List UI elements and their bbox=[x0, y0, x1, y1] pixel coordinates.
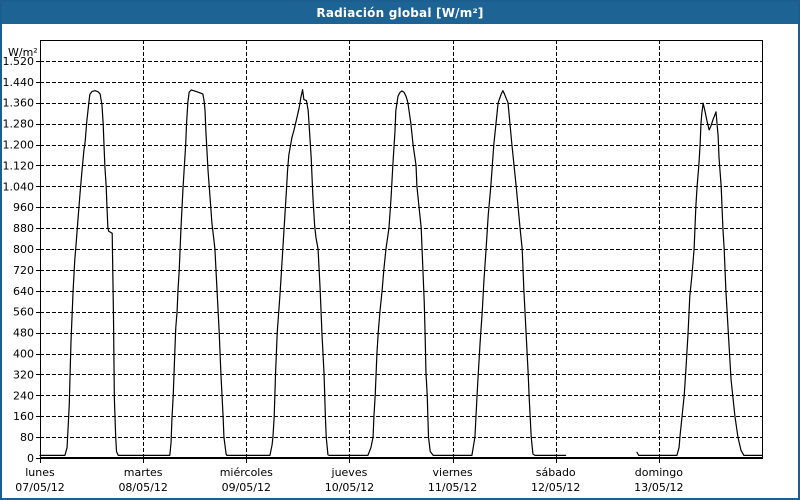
axis-labels: 0 80 160 240 320 400 480 560 640 720 800 880 960 1.04… bbox=[3, 46, 684, 494]
y-tick-label: 240 bbox=[13, 389, 34, 402]
x-tick-day-label: lunes bbox=[25, 466, 55, 479]
y-tick-label: 320 bbox=[13, 368, 34, 381]
data-series bbox=[39, 89, 763, 456]
radiation-curve bbox=[39, 89, 567, 456]
x-tick-day-label: domingo bbox=[635, 466, 683, 479]
x-tick-date-label: 10/05/12 bbox=[325, 481, 374, 494]
y-tick-label: 480 bbox=[13, 327, 34, 340]
x-tick-day-label: miércoles bbox=[220, 466, 273, 479]
y-tick-label: 880 bbox=[13, 222, 34, 235]
x-tick-day-label: martes bbox=[124, 466, 163, 479]
y-tick-label: 560 bbox=[13, 306, 34, 319]
chart-area: 0 80 160 240 320 400 480 560 640 720 800 880 960 1.04… bbox=[2, 24, 798, 498]
y-axis-unit-label: W/m² bbox=[8, 46, 38, 59]
y-tick-label: 640 bbox=[13, 285, 34, 298]
y-tick-label: 160 bbox=[13, 410, 34, 423]
x-tick-day-label: viernes bbox=[433, 466, 473, 479]
x-tick-date-label: 08/05/12 bbox=[118, 481, 167, 494]
x-tick-date-label: 12/05/12 bbox=[531, 481, 580, 494]
y-tick-label: 960 bbox=[13, 201, 34, 214]
y-tick-label: 1.280 bbox=[3, 118, 35, 131]
radiation-line-chart: 0 80 160 240 320 400 480 560 640 720 800 880 960 1.04… bbox=[3, 40, 763, 494]
y-tick-label: 0 bbox=[27, 452, 34, 465]
y-tick-label: 1.360 bbox=[3, 97, 35, 110]
x-tick-date-label: 09/05/12 bbox=[222, 481, 271, 494]
axes bbox=[36, 40, 763, 463]
y-tick-label: 720 bbox=[13, 264, 34, 277]
x-tick-day-label: sábado bbox=[536, 466, 576, 479]
x-tick-day-label: jueves bbox=[331, 466, 368, 479]
y-tick-label: 1.520 bbox=[3, 55, 35, 68]
radiation-curve bbox=[636, 102, 763, 456]
gridlines bbox=[40, 40, 762, 458]
chart-title: Radiación global [W/m²] bbox=[2, 2, 798, 24]
x-tick-date-label: 13/05/12 bbox=[634, 481, 683, 494]
y-tick-label: 1.040 bbox=[3, 180, 35, 193]
y-tick-label: 1.120 bbox=[3, 159, 35, 172]
y-tick-label: 1.200 bbox=[3, 139, 35, 152]
x-tick-date-label: 07/05/12 bbox=[15, 481, 64, 494]
x-tick-date-label: 11/05/12 bbox=[428, 481, 477, 494]
y-tick-label: 1.440 bbox=[3, 76, 35, 89]
y-tick-label: 400 bbox=[13, 348, 34, 361]
y-tick-label: 800 bbox=[13, 243, 34, 256]
y-tick-label: 80 bbox=[20, 431, 34, 444]
